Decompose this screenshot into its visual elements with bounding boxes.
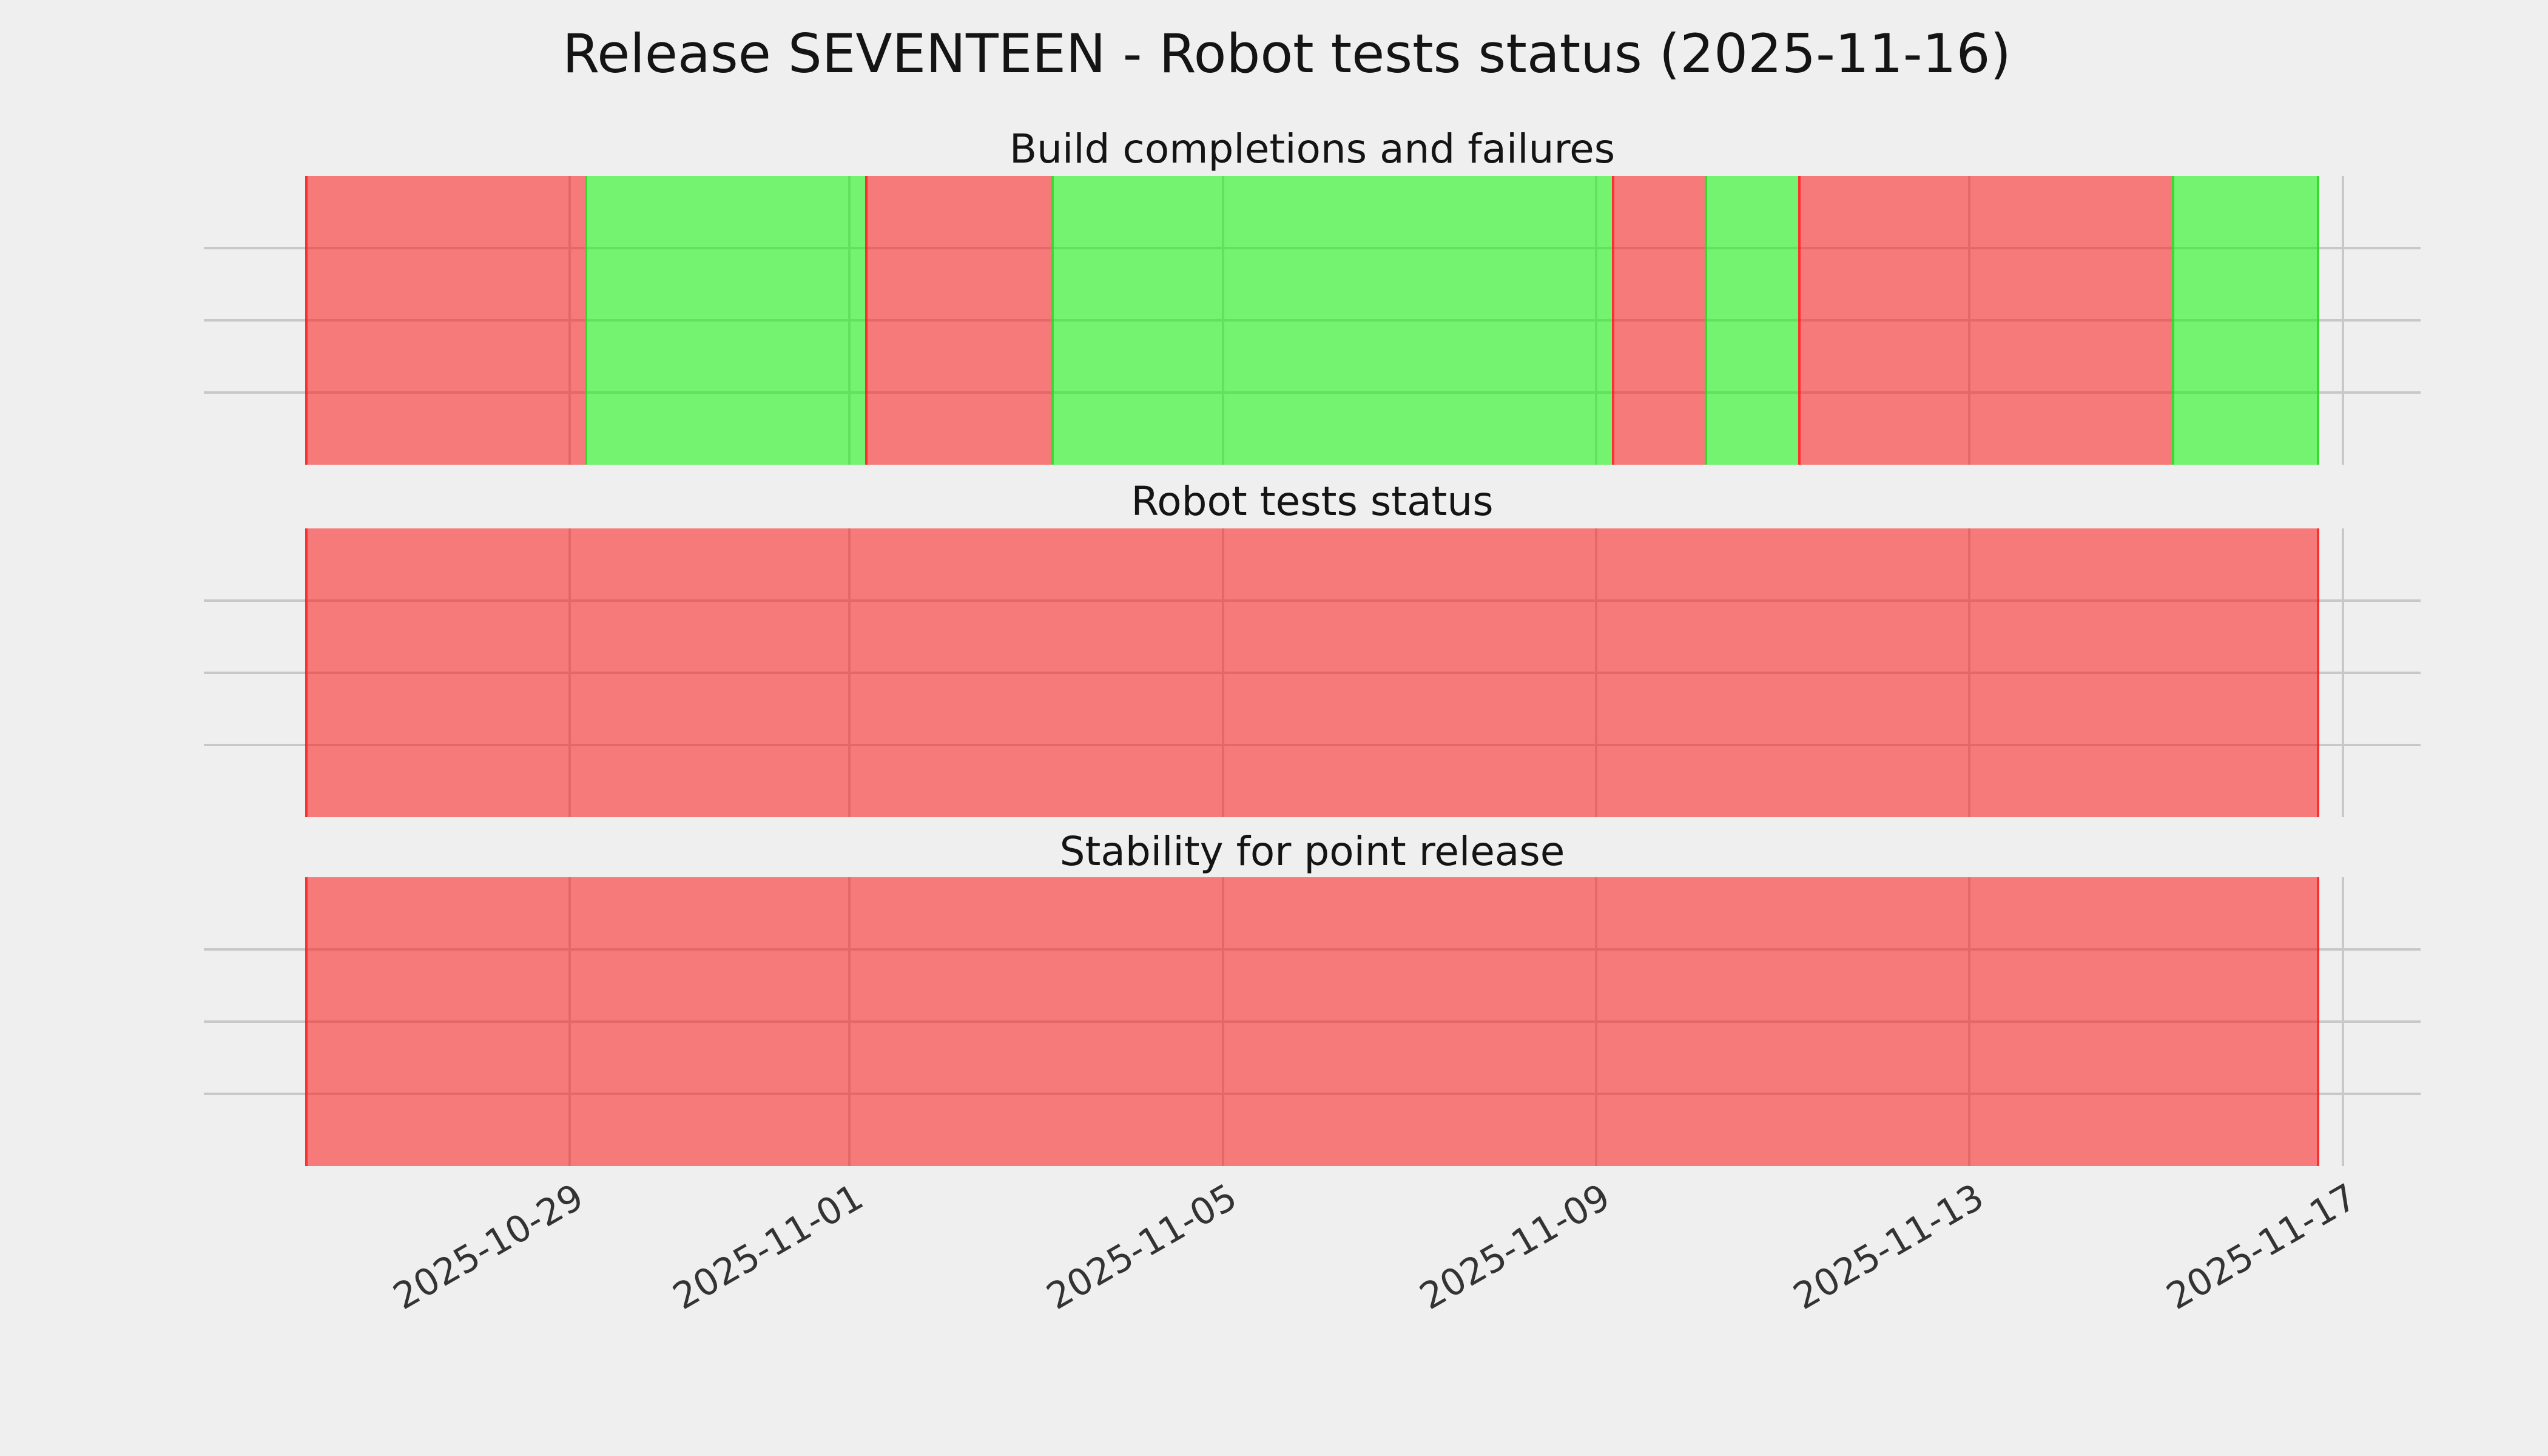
subplot-title: Robot tests status: [1131, 478, 1494, 525]
x-tick-label: 2025-11-01: [666, 1176, 871, 1318]
plot-area: [204, 176, 2421, 465]
subplot-title: Stability for point release: [1059, 828, 1565, 875]
status-band-ok: [585, 176, 865, 465]
x-tick-label: 2025-10-29: [386, 1176, 591, 1318]
status-band-fail: [1611, 176, 1705, 465]
status-band-fail: [305, 176, 585, 465]
subplot-title: Build completions and failures: [1009, 126, 1616, 172]
plot-area: [204, 877, 2421, 1166]
status-band-fail: [305, 528, 2320, 817]
plot-area: [204, 528, 2421, 817]
status-band-ok: [2171, 176, 2320, 465]
x-tick-label: 2025-11-17: [2159, 1176, 2364, 1318]
x-tick-label: 2025-11-09: [1412, 1176, 1617, 1318]
status-band-fail: [864, 176, 1052, 465]
gridline-x: [2341, 877, 2344, 1166]
status-band-fail: [1798, 176, 2172, 465]
x-tick-label: 2025-11-05: [1039, 1176, 1244, 1318]
gridline-x: [2341, 528, 2344, 817]
status-band-fail: [305, 877, 2320, 1166]
status-band-ok: [1705, 176, 1799, 465]
x-axis-tick-labels: 2025-10-29 2025-11-01 2025-11-05 2025-11-09…: [204, 1176, 2421, 1333]
chart-title: Release SEVENTEEN - Robot tests status (…: [562, 22, 2011, 85]
x-tick-label: 2025-11-13: [1786, 1176, 1991, 1318]
status-band-ok: [1051, 176, 1612, 465]
gridline-x: [2341, 176, 2344, 465]
